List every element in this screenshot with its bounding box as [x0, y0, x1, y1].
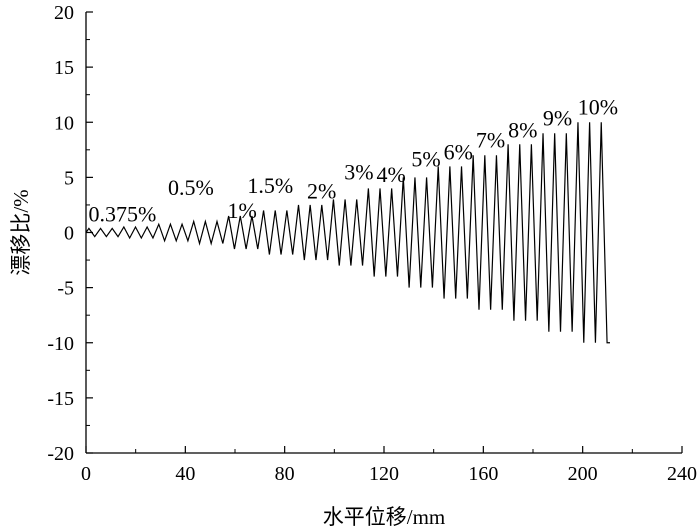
x-tick-label: 120: [369, 463, 399, 485]
y-tick-label: -20: [47, 443, 74, 465]
drift-series-line: [85, 122, 610, 344]
drift-annotation: 10%: [578, 95, 618, 120]
drift-annotation: 3%: [344, 160, 373, 185]
x-axis-title: 水平位移/mm: [323, 505, 446, 529]
drift-annotation: 7%: [476, 128, 505, 153]
y-tick-label: -10: [47, 333, 74, 355]
y-tick-label: -15: [47, 388, 74, 410]
y-axis-title: 漂移比/%: [9, 189, 33, 275]
drift-annotation: 1.5%: [247, 173, 293, 198]
y-tick-label: -5: [57, 278, 74, 300]
x-tick-label: 40: [175, 463, 195, 485]
x-tick-label: 200: [568, 463, 598, 485]
drift-annotation: 2%: [307, 178, 336, 203]
drift-annotation: 4%: [377, 162, 406, 187]
x-tick-label: 160: [468, 463, 498, 485]
drift-annotation: 6%: [444, 140, 473, 165]
y-tick-label: 10: [54, 112, 74, 134]
axis-ticks: 0 40 80 120 160 200 240 20 15 10 5 0 -5 -10 -15 -20: [47, 2, 697, 485]
x-tick-label: 80: [275, 463, 295, 485]
y-tick-label: 15: [54, 57, 74, 79]
drift-annotation: 9%: [543, 106, 572, 131]
drift-annotation: 1%: [228, 198, 257, 223]
annotation-group: 0.375% 0.5% 1%1.5% 2% 3% 4%5% 6% 7% 8% 9% 10%: [88, 95, 618, 227]
x-tick-label: 240: [667, 463, 697, 485]
drift-annotation: 8%: [508, 118, 537, 143]
drift-annotation: 0.5%: [168, 175, 214, 200]
x-tick-label: 0: [81, 463, 91, 485]
y-tick-label: 5: [64, 167, 74, 189]
y-tick-label: 0: [64, 223, 74, 245]
series-group: [85, 122, 610, 344]
drift-annotation: 0.375%: [88, 201, 156, 226]
drift-annotation: 5%: [411, 146, 440, 171]
y-tick-label: 20: [54, 2, 74, 24]
